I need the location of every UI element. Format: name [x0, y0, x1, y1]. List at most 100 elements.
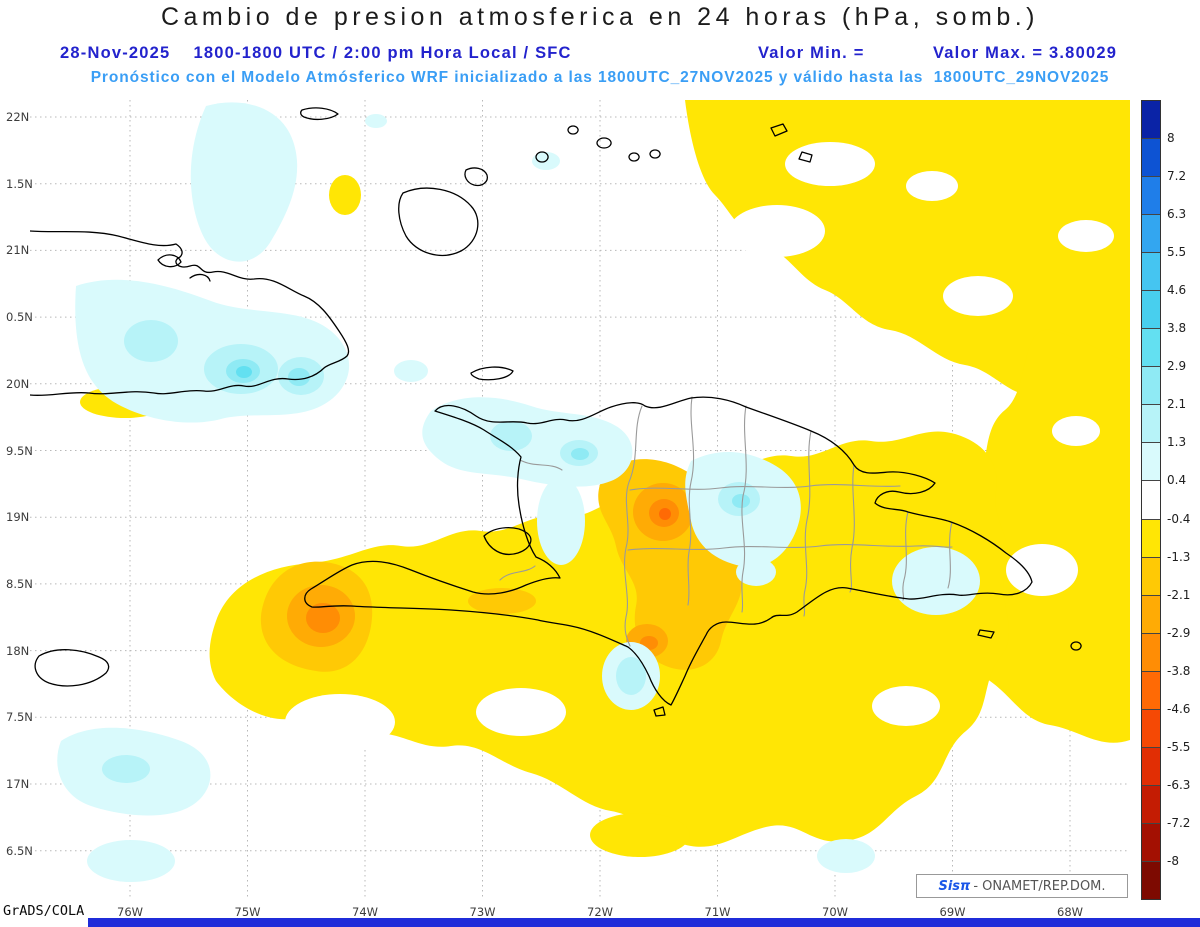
grads-credit: GrADS/COLA [3, 903, 85, 919]
turks-caicos-islet [596, 137, 612, 149]
lat-tick-label: 17N [6, 777, 30, 791]
colorbar-label: 4.6 [1167, 282, 1187, 297]
colorbar-swatch [1142, 671, 1160, 710]
colorbar-swatch [1142, 177, 1160, 216]
colorbar-swatch [1142, 633, 1160, 672]
shade-cyan-eastcoast [892, 547, 980, 615]
mona-island [1070, 641, 1082, 651]
colorbar-label: -2.1 [1167, 587, 1191, 602]
colorbar-label: 8 [1167, 130, 1175, 145]
lon-tick-label: 69W [939, 905, 966, 919]
shade-cyan-mid-strip [537, 477, 585, 565]
colorbar-label: 7.2 [1167, 168, 1187, 183]
lat-tick-label: 22N [6, 110, 30, 124]
province-line [803, 430, 812, 617]
lat-tick-label: 1.5N [6, 176, 33, 191]
cuba-coastline [30, 230, 350, 397]
lat-tick-label: 21N [6, 243, 30, 258]
shade-cyan2-southcoast [616, 657, 646, 695]
turks-caicos-islet [770, 123, 788, 137]
province-line [849, 464, 855, 593]
lon-tick-label: 74W [352, 905, 379, 919]
lat-tick-label: 8.5N [6, 576, 33, 591]
header-min-label: Valor Min. = [758, 44, 865, 62]
lat-tick-label: 6.5N [6, 843, 33, 858]
colorbar-label: -3.8 [1167, 663, 1191, 678]
colorbar-swatch [1142, 215, 1160, 254]
province-line [741, 405, 747, 613]
border-haiti-dr [624, 405, 643, 647]
turks-caicos-islet [567, 125, 579, 135]
colorbar-label: 0.4 [1167, 473, 1187, 488]
shade-cyan-bottomright [817, 839, 875, 873]
colorbar-label: -0.4 [1167, 511, 1191, 526]
colorbar-swatch [1142, 443, 1160, 482]
colorbar-label: -8 [1167, 854, 1179, 869]
colorbar-swatch [1142, 367, 1160, 406]
colorbar-label: 2.9 [1167, 359, 1187, 374]
lat-tick-label: 7.5N [6, 710, 33, 725]
onamet-logo-text: - ONAMET/REP.DOM. [973, 878, 1106, 894]
shade-cyan3-central [732, 494, 750, 508]
shade-cyan2-bottomleft [102, 755, 150, 783]
shade-cyan3-north [571, 448, 589, 460]
colorbar-label: -1.3 [1167, 549, 1191, 564]
little-inagua-island [464, 167, 488, 187]
tortuga-island [470, 366, 514, 381]
cuba-bay-detail [189, 273, 211, 282]
shade-cyan-topleft [190, 102, 298, 262]
jamaica-coastline [34, 649, 110, 687]
province-line [627, 544, 953, 551]
province-line [947, 521, 953, 589]
header-forecast-line: Pronóstico con el Modelo Atmósferico WRF… [90, 69, 1110, 86]
cuba-bay-detail [157, 254, 182, 268]
gonave-island [483, 527, 532, 555]
colorbar-swatch [1142, 595, 1160, 634]
lon-tick-label: 73W [469, 905, 496, 919]
colorbar [1141, 100, 1161, 900]
shade-cyan4-cuba-core [236, 366, 252, 378]
lon-tick-label: 71W [704, 905, 731, 919]
colorbar-swatch [1142, 785, 1160, 824]
lat-tick-label: 9.5N [6, 443, 33, 458]
colorbar-label: -6.3 [1167, 778, 1191, 793]
colorbar-swatch [1142, 823, 1160, 862]
turks-caicos-islet [649, 149, 661, 159]
shade-cyan3-cuba-b [288, 368, 310, 386]
page-title: Cambio de presion atmosferica en 24 hora… [160, 3, 1040, 31]
lon-tick-label: 70W [822, 905, 849, 919]
sispi-logo-text: Sisπ [938, 878, 971, 894]
shade-yellow-topmid [329, 175, 361, 215]
colorbar-label: -4.6 [1167, 702, 1191, 717]
lon-tick-label: 72W [587, 905, 614, 919]
bottom-bar [88, 918, 1200, 927]
lon-tick-label: 75W [234, 905, 261, 919]
shade-cyan2-cuba-a [124, 320, 178, 362]
turks-caicos-islet [798, 151, 813, 163]
colorbar-swatch [1142, 253, 1160, 292]
colorbar-label: -5.5 [1167, 740, 1191, 755]
header-date-time: 28-Nov-2025 1800-1800 UTC / 2:00 pm Hora… [60, 44, 572, 62]
shade-yellow-south-tongue [590, 813, 690, 857]
province-line [519, 459, 563, 471]
colorbar-swatch [1142, 861, 1160, 899]
sispi-onamet-logo: Sisπ - ONAMET/REP.DOM. [916, 874, 1128, 898]
colorbar-swatch [1142, 101, 1160, 140]
colorbar-label: -2.9 [1167, 625, 1191, 640]
shade-gold-haiti-south [468, 588, 536, 614]
province-line [902, 511, 909, 601]
colorbar-swatch [1142, 139, 1160, 178]
province-borders [499, 396, 953, 647]
province-line [629, 484, 901, 491]
colorbar-swatch [1142, 329, 1160, 368]
colorbar-swatch [1142, 481, 1160, 520]
shade-cyan2-north-a [490, 421, 532, 451]
shade-cyan-nw-sea [394, 360, 428, 382]
shade-cyan-bottomleft-b [87, 840, 175, 882]
lon-tick-label: 76W [117, 905, 144, 919]
lat-tick-label: 0.5N [6, 310, 33, 325]
colorbar-label: 3.8 [1167, 321, 1187, 336]
great-inagua-island [398, 187, 479, 256]
lat-tick-label: 18N [6, 643, 30, 658]
